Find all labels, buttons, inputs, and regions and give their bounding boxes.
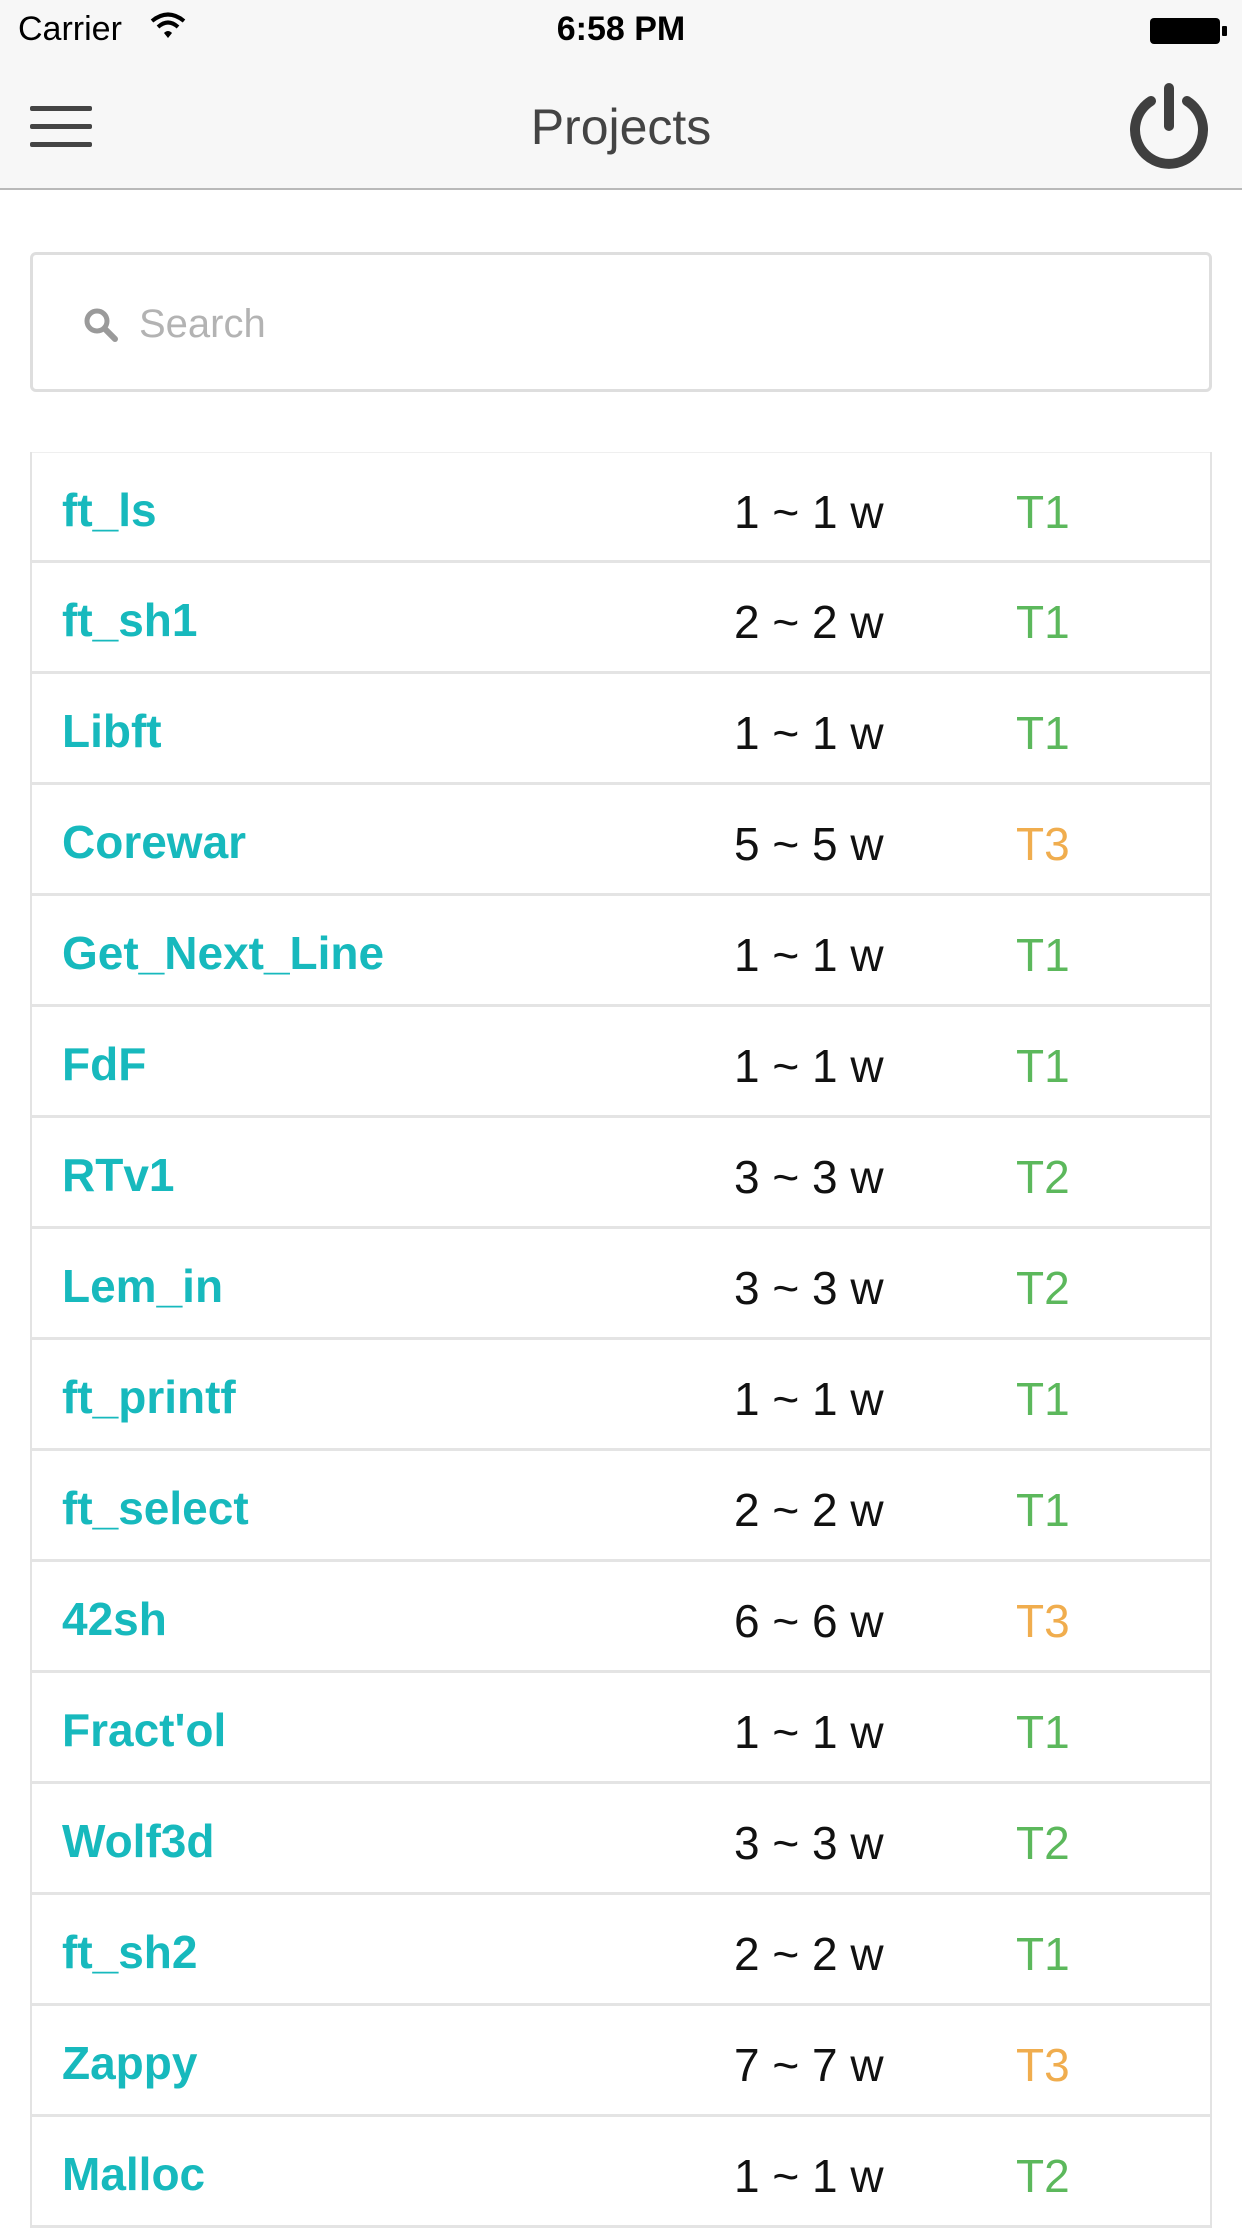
project-duration: 1 ~ 1 w (734, 486, 884, 538)
project-name: Get_Next_Line (62, 927, 385, 979)
project-name: Zappy (62, 2037, 198, 2089)
search-icon (84, 308, 118, 342)
project-tier: T1 (1016, 486, 1070, 538)
project-row[interactable]: Malloc 1 ~ 1 w T2 (32, 2117, 1210, 2228)
project-name: 42sh (62, 1593, 167, 1645)
project-name: Lem_in (62, 1260, 224, 1312)
carrier-label: Carrier (18, 10, 122, 48)
navigation-bar: Carrier 6:58 PM Projects (0, 0, 1242, 190)
project-tier: T3 (1016, 818, 1070, 870)
battery-icon (1150, 18, 1227, 44)
project-duration: 1 ~ 1 w (734, 929, 884, 981)
project-name: ft_sh1 (62, 594, 198, 646)
project-row[interactable]: 42sh 6 ~ 6 w T3 (32, 1562, 1210, 1673)
project-row[interactable]: Libft 1 ~ 1 w T1 (32, 674, 1210, 785)
project-name: Malloc (62, 2148, 206, 2200)
project-tier: T1 (1016, 1040, 1070, 1092)
project-row[interactable]: ft_select 2 ~ 2 w T1 (32, 1451, 1210, 1562)
project-duration: 3 ~ 3 w (734, 1151, 884, 1203)
project-duration: 3 ~ 3 w (734, 1262, 884, 1314)
project-duration: 6 ~ 6 w (734, 1595, 884, 1647)
project-duration: 3 ~ 3 w (734, 1817, 884, 1869)
project-duration: 2 ~ 2 w (734, 1484, 884, 1536)
project-row[interactable]: Lem_in 3 ~ 3 w T2 (32, 1229, 1210, 1340)
project-tier: T2 (1016, 1262, 1070, 1314)
project-name: ft_select (62, 1482, 249, 1534)
project-name: ft_printf (62, 1371, 236, 1423)
project-row[interactable]: ft_printf 1 ~ 1 w T1 (32, 1340, 1210, 1451)
project-row[interactable]: ft_sh1 2 ~ 2 w T1 (32, 563, 1210, 674)
project-tier: T1 (1016, 1706, 1070, 1758)
project-duration: 5 ~ 5 w (734, 818, 884, 870)
search-input[interactable] (137, 291, 1181, 357)
project-tier: T1 (1016, 707, 1070, 759)
project-duration: 1 ~ 1 w (734, 1373, 884, 1425)
project-tier: T3 (1016, 2039, 1070, 2091)
power-icon[interactable] (1124, 82, 1214, 172)
project-duration: 7 ~ 7 w (734, 2039, 884, 2091)
project-name: Corewar (62, 816, 247, 868)
project-duration: 1 ~ 1 w (734, 707, 884, 759)
project-row[interactable]: RTv1 3 ~ 3 w T2 (32, 1118, 1210, 1229)
project-name: ft_ls (62, 484, 157, 536)
project-name: Libft (62, 705, 162, 757)
project-row[interactable]: ft_ls 1 ~ 1 w T1 (32, 452, 1210, 563)
project-tier: T1 (1016, 1484, 1070, 1536)
search-bar[interactable] (30, 252, 1212, 392)
project-row[interactable]: FdF 1 ~ 1 w T1 (32, 1007, 1210, 1118)
page-title: Projects (530, 99, 712, 155)
project-tier: T1 (1016, 929, 1070, 981)
project-duration: 2 ~ 2 w (734, 596, 884, 648)
menu-icon[interactable] (30, 104, 92, 148)
project-tier: T1 (1016, 1928, 1070, 1980)
project-name: RTv1 (62, 1149, 175, 1201)
project-tier: T2 (1016, 1817, 1070, 1869)
wifi-icon (150, 12, 186, 38)
project-row[interactable]: ft_sh2 2 ~ 2 w T1 (32, 1895, 1210, 2006)
project-duration: 1 ~ 1 w (734, 2150, 884, 2202)
project-name: FdF (62, 1038, 147, 1090)
project-row[interactable]: Get_Next_Line 1 ~ 1 w T1 (32, 896, 1210, 1007)
project-tier: T2 (1016, 2150, 1070, 2202)
project-row[interactable]: Fract'ol 1 ~ 1 w T1 (32, 1673, 1210, 1784)
project-list: ft_ls 1 ~ 1 w T1 ft_sh1 2 ~ 2 w T1 Libft 1 ~ 1 … (30, 452, 1212, 2228)
project-duration: 1 ~ 1 w (734, 1040, 884, 1092)
project-row[interactable]: Wolf3d 3 ~ 3 w T2 (32, 1784, 1210, 1895)
project-tier: T1 (1016, 1373, 1070, 1425)
project-row[interactable]: Corewar 5 ~ 5 w T3 (32, 785, 1210, 896)
project-name: Fract'ol (62, 1704, 227, 1756)
project-duration: 2 ~ 2 w (734, 1928, 884, 1980)
status-time: 6:58 PM (556, 10, 686, 48)
project-tier: T1 (1016, 596, 1070, 648)
project-name: ft_sh2 (62, 1926, 198, 1978)
project-row[interactable]: Zappy 7 ~ 7 w T3 (32, 2006, 1210, 2117)
project-duration: 1 ~ 1 w (734, 1706, 884, 1758)
project-tier: T3 (1016, 1595, 1070, 1647)
project-name: Wolf3d (62, 1815, 215, 1867)
project-tier: T2 (1016, 1151, 1070, 1203)
